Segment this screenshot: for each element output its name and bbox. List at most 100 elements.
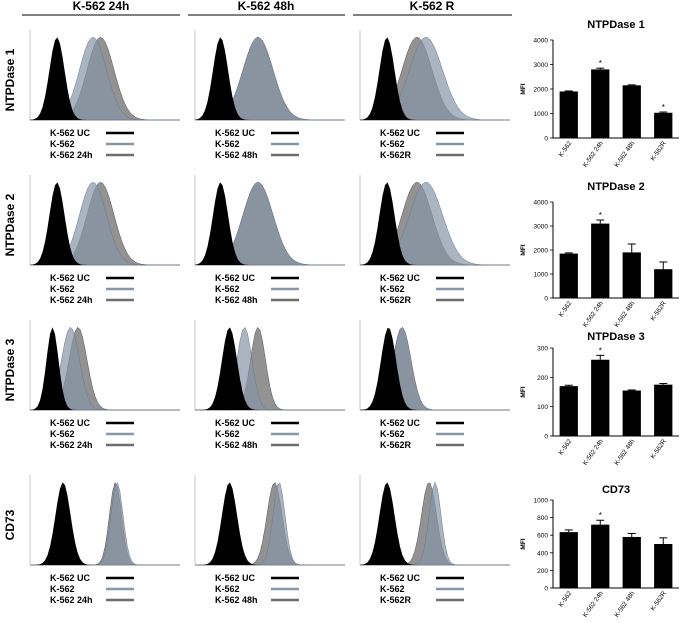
column-header: K-562 48h (238, 0, 295, 13)
bar-chart-title: NTPDase 2 (587, 181, 644, 193)
bar (654, 112, 673, 138)
y-tick-label: 0 (544, 296, 548, 303)
legend-label: K-562 48h (215, 440, 258, 450)
y-tick-label: 2000 (534, 87, 549, 94)
y-tick-label: 3000 (534, 224, 549, 231)
row-label: NTPDase 1 (3, 48, 17, 111)
histogram-uc (30, 482, 180, 565)
legend-label: K-562 24h (50, 440, 93, 450)
histogram-panel (359, 475, 510, 566)
bar (591, 524, 610, 588)
legend-label: K-562R (380, 295, 412, 305)
legend-label: K-562 (50, 284, 75, 294)
legend-label: K-562 UC (215, 273, 256, 283)
histogram-uc (360, 482, 510, 565)
bar (591, 69, 610, 138)
bar (622, 85, 641, 138)
legend-label: K-562 UC (215, 128, 256, 138)
bar (622, 536, 641, 588)
bar (622, 252, 641, 298)
category-label: K-562 24h (582, 300, 605, 329)
bar-chart-title: NTPDase 3 (587, 331, 644, 343)
category-label: K-562R (650, 438, 669, 460)
y-tick-label: 800 (537, 515, 548, 522)
legend-label: K-562 (50, 584, 75, 594)
y-tick-label: 0 (544, 136, 548, 143)
legend-label: K-562 UC (380, 128, 421, 138)
legend-label: K-562 (380, 284, 405, 294)
legend-label: K-562 (215, 584, 240, 594)
legend-label: K-562 UC (380, 273, 421, 283)
histogram-uc (195, 327, 345, 410)
y-tick-label: 3000 (534, 62, 549, 69)
category-label: K-562R (650, 300, 669, 322)
histogram-grid (29, 30, 510, 566)
category-label: K-562 24h (582, 438, 605, 467)
legend-label: K-562 (380, 429, 405, 439)
y-axis-label: MFI (520, 386, 527, 397)
category-label: K-562 48h (613, 438, 636, 467)
legend-label: K-562 48h (215, 295, 258, 305)
legend-label: K-562 (215, 284, 240, 294)
category-label: K-562R (650, 140, 669, 162)
category-label: K-562 48h (613, 140, 636, 169)
column-header: K-562 24h (73, 0, 130, 13)
y-tick-label: 4000 (534, 38, 549, 45)
significance-marker: * (599, 346, 602, 355)
y-tick-label: 200 (537, 568, 548, 575)
row-label: NTPDase 3 (3, 338, 17, 401)
bar (559, 91, 578, 138)
y-tick-label: 1000 (534, 498, 549, 505)
row-label: NTPDase 2 (3, 193, 17, 256)
histogram-panel (29, 30, 180, 121)
histogram-uc (30, 327, 180, 410)
histogram-panel (359, 175, 510, 266)
bar (559, 532, 578, 588)
category-label: K-562 24h (582, 140, 605, 169)
bar-chart-title: CD73 (602, 484, 630, 496)
bar-chart-title: NTPDase 1 (587, 19, 644, 31)
y-tick-label: 1000 (534, 111, 549, 118)
y-tick-label: 100 (537, 404, 548, 411)
significance-marker: * (599, 59, 602, 68)
legend-label: K-562 24h (50, 595, 93, 605)
bar (654, 384, 673, 436)
y-tick-label: 0 (544, 586, 548, 593)
bar (654, 544, 673, 588)
row-labels: NTPDase 1 NTPDase 2 NTPDase 3 CD73 (3, 48, 17, 540)
legend-label: K-562R (380, 440, 412, 450)
category-label: K-562 (558, 590, 574, 609)
bar-chart: NTPDase 2 0 1000 2000 3000 4000 MFI K-562 * K-562… (520, 181, 679, 329)
histogram-panel (359, 30, 510, 121)
significance-marker: * (599, 211, 602, 220)
bar (591, 223, 610, 298)
y-tick-label: 200 (537, 375, 548, 382)
row-label: CD73 (3, 509, 17, 540)
legend-label: K-562 48h (215, 150, 258, 160)
histogram-panel (29, 320, 180, 411)
category-label: K-562 24h (582, 590, 605, 619)
histogram-panel (359, 320, 510, 411)
histogram-uc (195, 182, 345, 265)
bar (654, 269, 673, 298)
category-label: K-562 (558, 438, 574, 457)
histogram-panel (194, 475, 345, 566)
category-label: K-562R (650, 590, 669, 612)
bar (622, 390, 641, 436)
legend-label: K-562 (380, 139, 405, 149)
y-tick-label: 2000 (534, 248, 549, 255)
histogram-uc (360, 327, 510, 410)
histogram-panel (194, 175, 345, 266)
significance-marker: * (599, 511, 602, 520)
histogram-panel (29, 175, 180, 266)
legend-label: K-562 (380, 584, 405, 594)
legend-label: K-562 24h (50, 295, 93, 305)
